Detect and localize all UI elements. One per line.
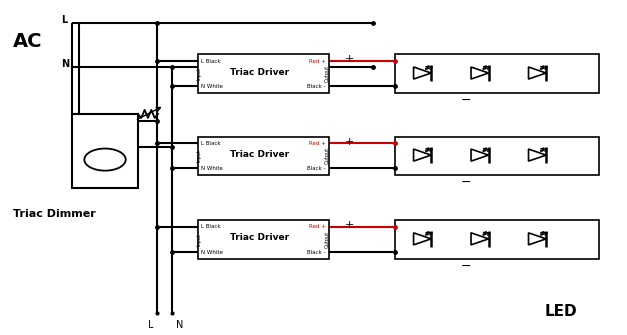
Text: +: + (345, 137, 354, 146)
Bar (198, 137, 329, 175)
Text: N White: N White (201, 166, 223, 171)
Text: −: − (461, 94, 472, 107)
Text: Triac Driver: Triac Driver (230, 68, 289, 76)
Text: Triac Driver: Triac Driver (230, 150, 289, 158)
Text: Input: Input (197, 233, 202, 246)
Text: Output: Output (325, 65, 330, 82)
Text: N: N (61, 59, 70, 69)
Text: L: L (61, 15, 68, 25)
Text: N: N (176, 320, 184, 330)
Text: Black -: Black - (307, 84, 325, 89)
Bar (198, 220, 329, 259)
Bar (72, 114, 138, 188)
Bar (395, 220, 599, 259)
Text: L Black: L Black (201, 224, 221, 229)
Text: +: + (345, 220, 354, 230)
Bar (395, 137, 599, 175)
Text: Output: Output (325, 147, 330, 164)
Text: L: L (148, 320, 153, 330)
Text: −: − (461, 176, 472, 189)
Text: Output: Output (325, 231, 330, 248)
Bar (198, 54, 329, 93)
Text: N White: N White (201, 84, 223, 89)
Text: Input: Input (197, 67, 202, 80)
Text: Black -: Black - (307, 250, 325, 255)
Text: Red +: Red + (308, 141, 325, 146)
Text: L Black: L Black (201, 141, 221, 146)
Text: Red +: Red + (308, 59, 325, 64)
Text: Red +: Red + (308, 224, 325, 229)
Text: L Black: L Black (201, 59, 221, 64)
Text: +: + (345, 55, 354, 64)
Text: Triac Dimmer: Triac Dimmer (13, 209, 95, 219)
Text: AC: AC (13, 32, 42, 51)
Text: Input: Input (197, 149, 202, 162)
Text: Triac Driver: Triac Driver (230, 233, 289, 242)
Text: LED: LED (545, 304, 577, 319)
Text: Black -: Black - (307, 166, 325, 171)
Text: N White: N White (201, 250, 223, 255)
Bar (395, 54, 599, 93)
Text: −: − (461, 260, 472, 273)
